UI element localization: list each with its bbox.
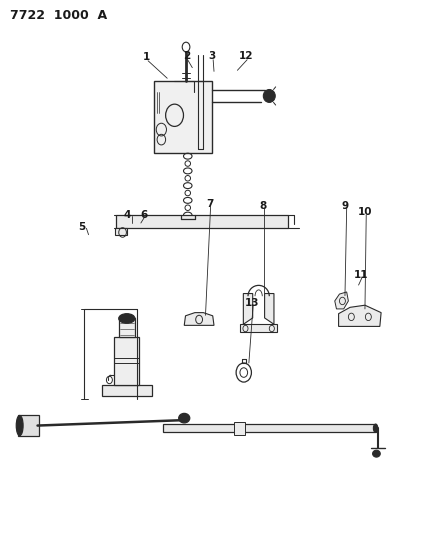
Ellipse shape [16,416,23,435]
Bar [115,337,139,385]
Bar [116,228,127,235]
Text: 5: 5 [79,222,86,232]
Polygon shape [155,81,212,152]
Ellipse shape [179,414,190,423]
Text: 10: 10 [358,207,372,217]
Polygon shape [240,324,277,332]
Polygon shape [184,313,214,325]
Polygon shape [244,294,253,324]
Ellipse shape [119,314,135,323]
Polygon shape [265,294,274,324]
Text: 7: 7 [206,199,214,209]
Text: 8: 8 [259,200,267,211]
Bar [119,318,135,337]
Polygon shape [335,292,348,309]
Bar [163,424,376,432]
Bar [101,385,152,397]
Text: 6: 6 [140,209,148,220]
Ellipse shape [373,424,378,432]
Bar [116,215,288,228]
Ellipse shape [373,450,380,457]
Text: 11: 11 [354,270,368,280]
Text: 2: 2 [183,51,190,61]
Ellipse shape [263,90,275,102]
Text: 3: 3 [208,51,216,61]
Text: 13: 13 [245,297,259,308]
Text: 7722  1000  A: 7722 1000 A [10,10,107,22]
Polygon shape [339,305,381,326]
Text: 4: 4 [123,209,131,220]
Text: 1: 1 [143,52,150,62]
Bar [18,415,39,436]
Text: 9: 9 [342,201,348,211]
Bar [235,422,245,434]
Text: 12: 12 [239,51,253,61]
